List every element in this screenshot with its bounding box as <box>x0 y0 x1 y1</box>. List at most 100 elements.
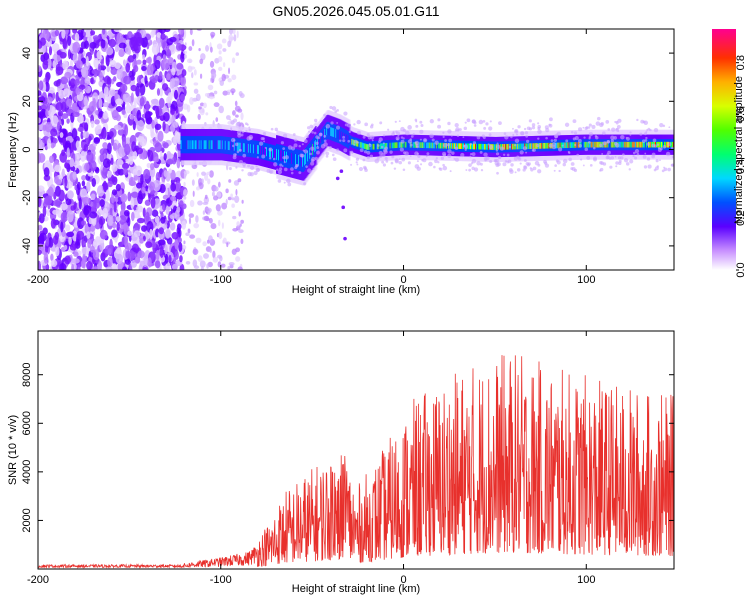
noise-speck <box>69 157 75 168</box>
band-speck <box>442 131 445 134</box>
noise-speck <box>203 253 209 259</box>
band-speck <box>389 150 393 154</box>
noise-speck <box>171 67 176 76</box>
band-speck <box>596 116 601 121</box>
isolated-speck <box>341 205 346 210</box>
band-speck <box>313 118 318 123</box>
band-speck <box>253 170 258 176</box>
noise-speck <box>71 128 78 140</box>
noise-speck <box>154 142 162 153</box>
noise-speck <box>54 29 60 37</box>
noise-speck <box>184 86 187 90</box>
band-speck <box>230 129 233 131</box>
band-speck <box>431 138 435 142</box>
noise-speck <box>235 114 239 118</box>
band-speck <box>537 122 540 125</box>
band-speck <box>438 167 441 170</box>
noise-speck <box>120 193 128 203</box>
noise-speck <box>190 66 196 70</box>
noise-speck <box>66 190 74 200</box>
band-speck <box>323 113 326 117</box>
band-speck <box>269 170 273 174</box>
band-speck <box>282 156 286 160</box>
noise-speck <box>150 197 156 209</box>
noise-speck <box>91 177 97 187</box>
noise-speck <box>124 143 131 156</box>
noise-speck <box>73 251 79 257</box>
band-speck <box>407 139 413 144</box>
isolated-speck <box>339 169 344 173</box>
noise-speck <box>99 71 103 83</box>
band-speck <box>607 128 611 131</box>
band-speck <box>414 151 419 156</box>
band-speck <box>250 165 255 170</box>
noise-speck <box>38 213 45 224</box>
band-speck <box>514 138 520 144</box>
noise-speck <box>161 203 166 211</box>
noise-speck <box>60 211 69 223</box>
band-speck <box>595 121 601 126</box>
noise-speck <box>90 245 95 253</box>
noise-speck <box>219 80 225 86</box>
band-speck <box>636 152 640 156</box>
band-speck <box>615 121 619 125</box>
band-speck <box>444 139 448 143</box>
band-speck <box>394 120 397 123</box>
noise-speck <box>80 150 86 162</box>
spectrogram-x-tick-label: -200 <box>27 274 49 286</box>
band-speck <box>510 135 513 139</box>
band-speck <box>356 130 362 135</box>
band-speck <box>319 132 323 136</box>
noise-speck <box>98 216 106 226</box>
band-speck <box>611 127 616 132</box>
noise-speck <box>144 75 148 84</box>
noise-speck <box>101 127 107 140</box>
band-speck <box>398 158 401 160</box>
band-speck <box>653 127 659 133</box>
band-speck <box>582 164 585 167</box>
band-speck <box>368 143 371 146</box>
noise-speck <box>46 209 51 217</box>
band-speck <box>634 148 640 154</box>
band-speck <box>370 135 375 140</box>
noise-speck <box>89 211 98 219</box>
noise-speck <box>76 181 81 191</box>
noise-speck <box>191 179 195 186</box>
band-speck <box>332 157 337 162</box>
noise-speck <box>57 110 64 117</box>
band-speck <box>380 145 384 149</box>
band-speck <box>364 168 368 173</box>
band-speck <box>355 157 360 161</box>
snr-y-label: SNR (10 * v/v) <box>7 415 19 485</box>
noise-speck <box>183 50 188 55</box>
noise-speck <box>52 199 60 207</box>
snr-x-tick-label: -100 <box>210 574 232 586</box>
noise-speck <box>40 95 45 104</box>
noise-speck <box>183 54 187 59</box>
band-speck <box>238 159 244 165</box>
noise-speck <box>234 105 241 112</box>
band-speck <box>306 135 309 139</box>
band-speck <box>228 166 232 171</box>
noise-speck <box>233 34 237 42</box>
noise-speck <box>107 214 114 226</box>
band-speck <box>387 128 390 131</box>
band-speck <box>517 157 522 161</box>
band-speck <box>350 150 354 154</box>
band-speck <box>534 160 540 166</box>
noise-speck <box>83 36 88 42</box>
noise-speck <box>229 29 234 35</box>
band-speck <box>636 118 639 122</box>
noise-speck <box>142 54 146 60</box>
band-speck <box>526 126 531 131</box>
band-speck <box>282 147 286 150</box>
noise-speck <box>38 196 42 208</box>
colorbar-ticks: 0.00.20.40.60.8 <box>735 55 747 278</box>
band-speck <box>464 148 467 151</box>
band-speck <box>293 143 298 148</box>
noise-speck <box>203 215 210 221</box>
noise-speck <box>195 215 199 223</box>
band-speck <box>309 152 312 156</box>
band-speck <box>562 162 566 167</box>
